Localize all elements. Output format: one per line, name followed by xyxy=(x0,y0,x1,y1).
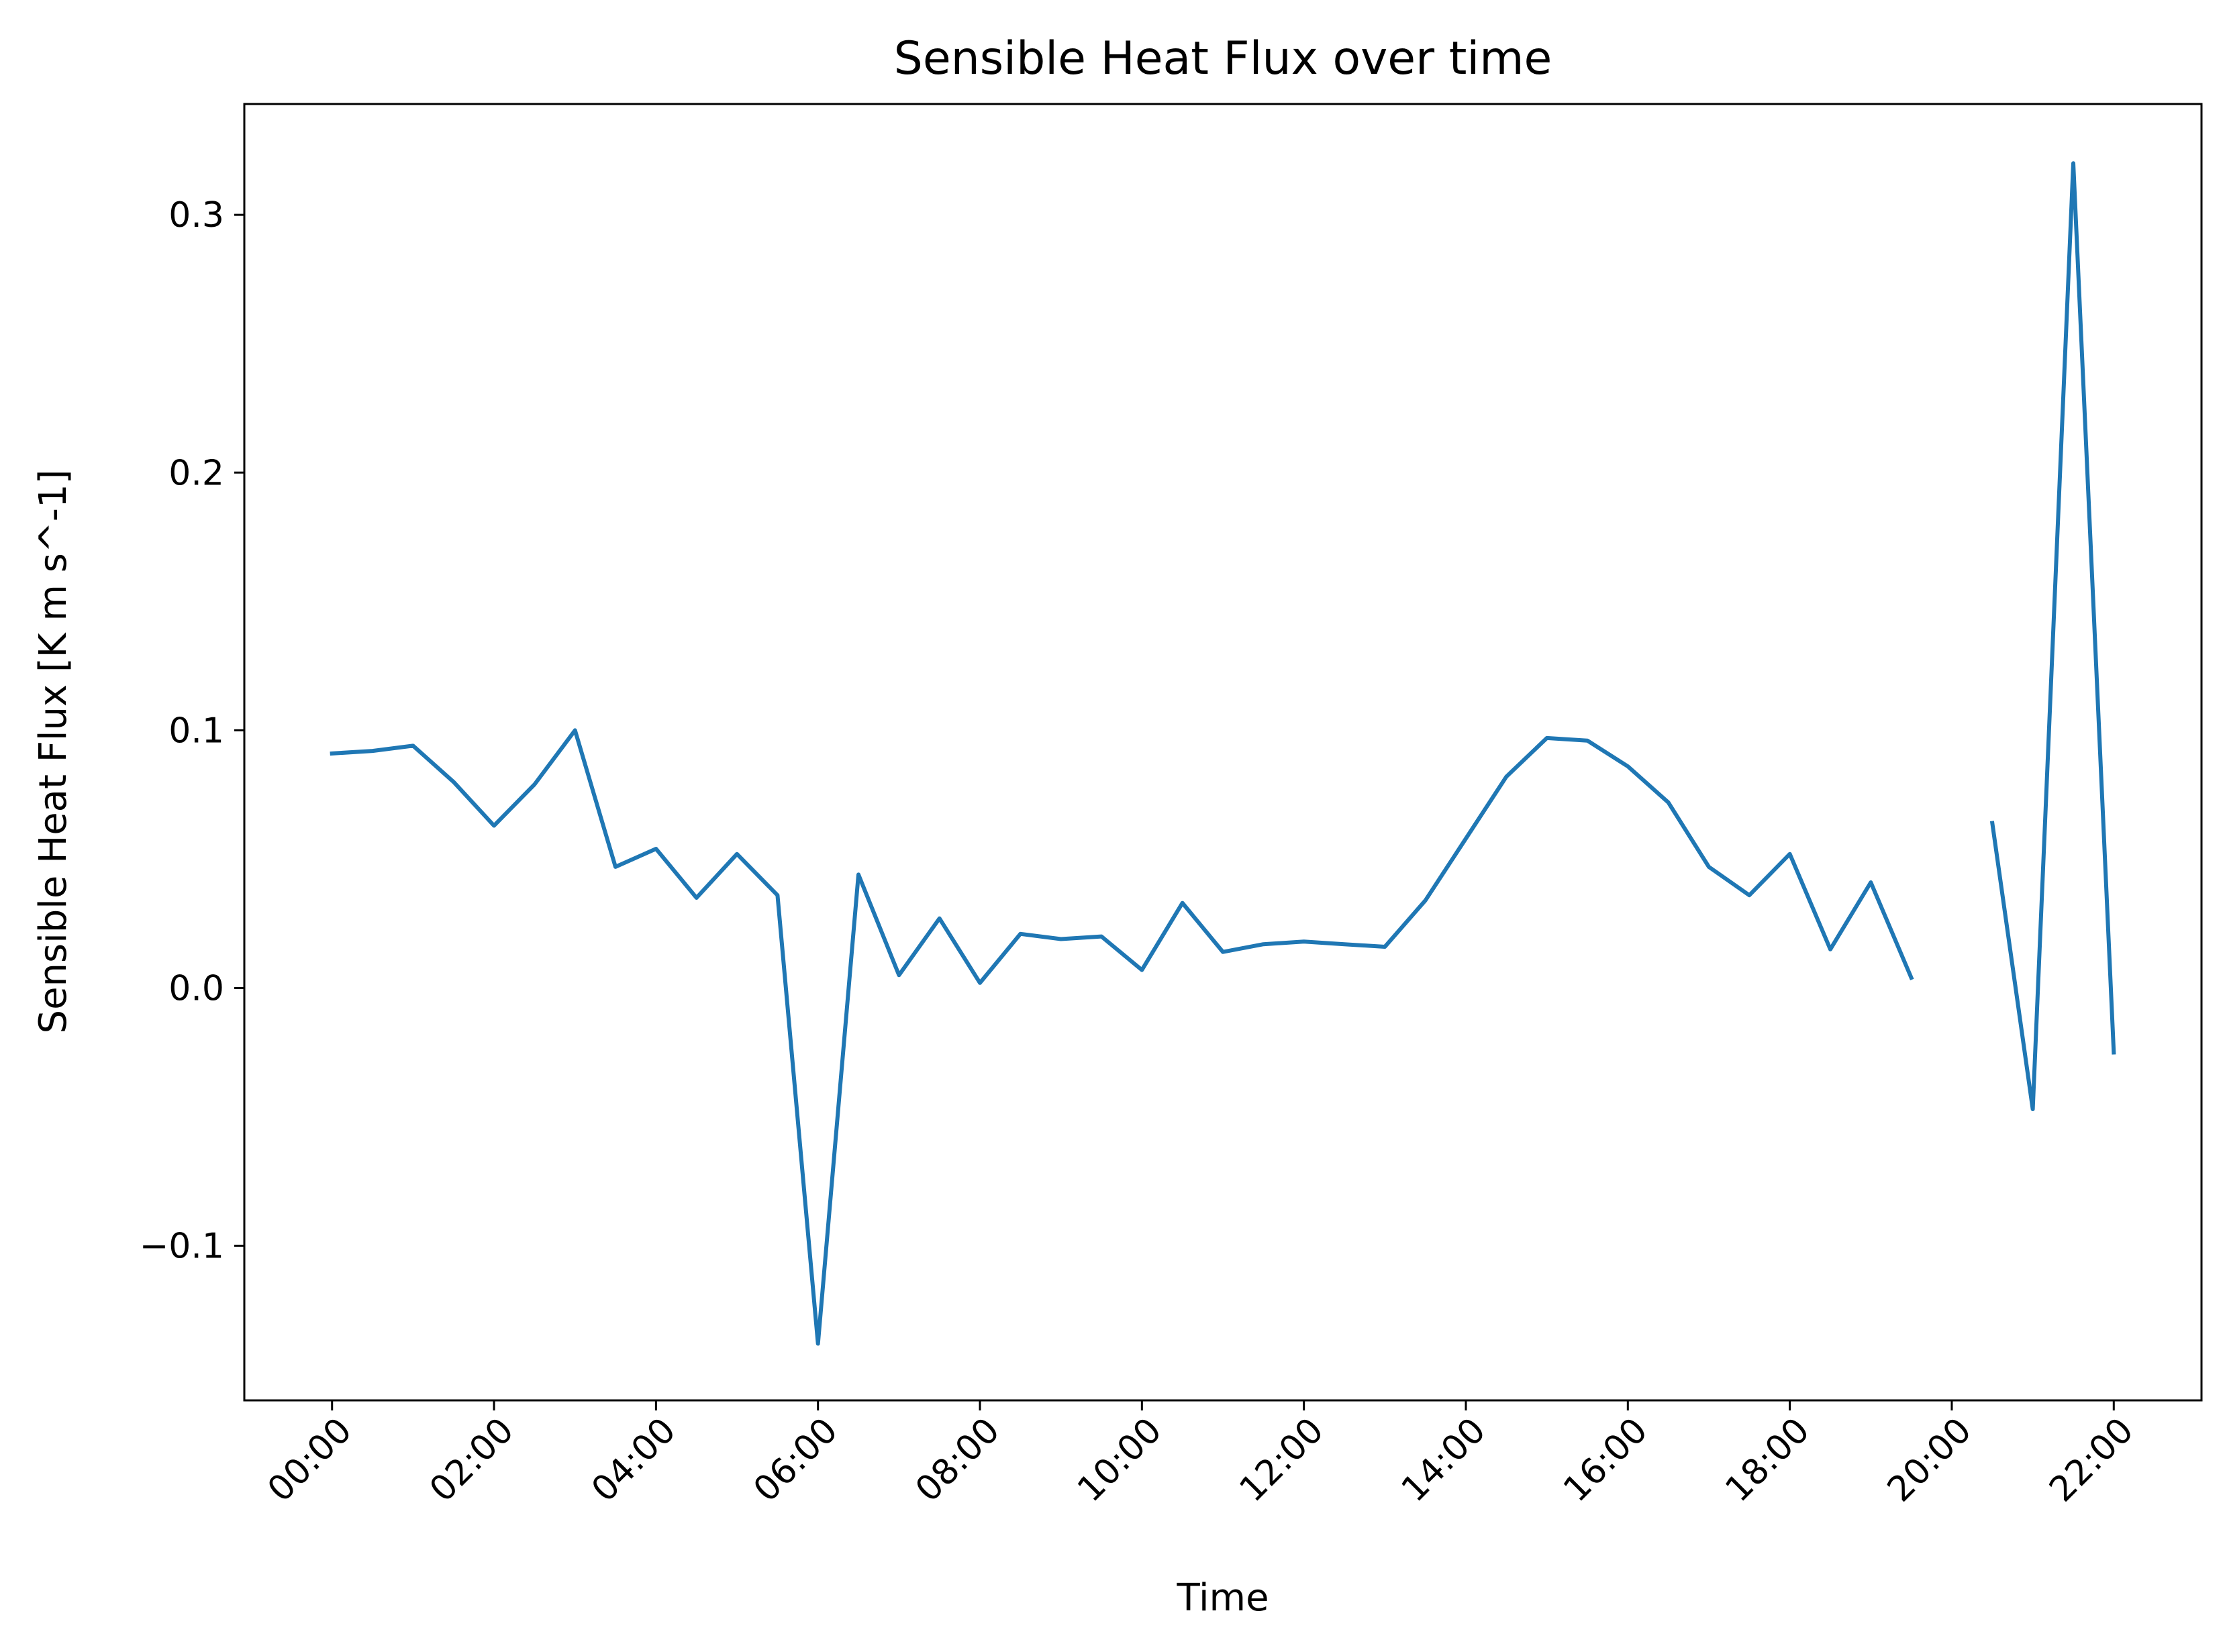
y-tick-label: 0.0 xyxy=(168,968,224,1009)
y-axis-label: Sensible Heat Flux [K m s^-1] xyxy=(32,470,75,1034)
axes-frame xyxy=(243,103,2203,1402)
series-line-segment-2 xyxy=(1989,161,2116,1111)
y-tick-label: −0.1 xyxy=(140,1227,224,1267)
y-tick-label: 0.2 xyxy=(168,453,224,493)
series-line-segment-1 xyxy=(330,728,1914,1346)
y-tick-label: 0.3 xyxy=(168,195,224,236)
chart-title: Sensible Heat Flux over time xyxy=(894,32,1552,85)
y-tick-label: 0.1 xyxy=(168,711,224,751)
x-axis-label: Time xyxy=(1176,1576,1269,1620)
